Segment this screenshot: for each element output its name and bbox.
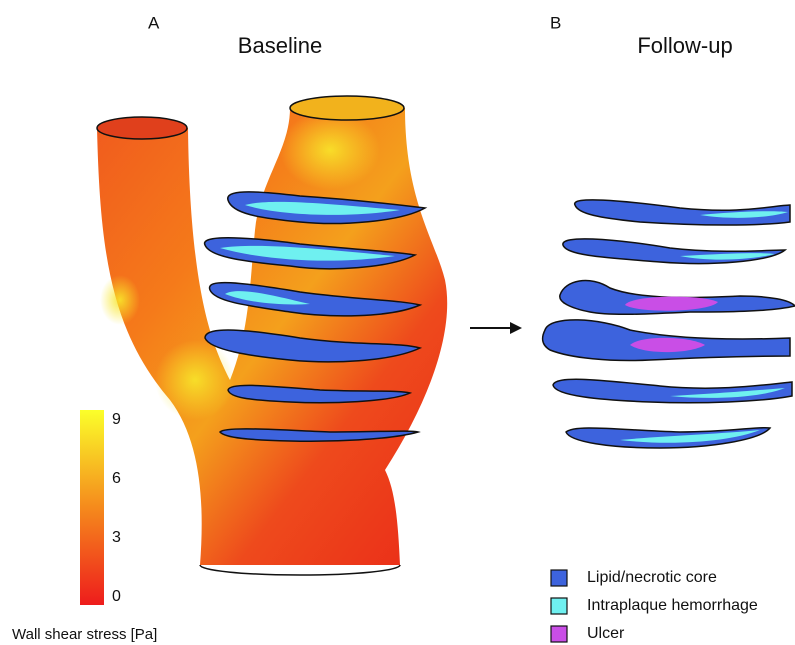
- colorbar-ticks: 0 3 6 9: [112, 411, 121, 605]
- legend-swatch: [551, 598, 567, 614]
- legend: Lipid/necrotic core Intraplaque hemorrhag…: [551, 569, 758, 642]
- panel-letter: A: [148, 13, 160, 32]
- panel-title: Baseline: [238, 33, 322, 58]
- colorbar: [80, 410, 104, 605]
- legend-swatch: [551, 570, 567, 586]
- legend-label: Lipid/necrotic core: [587, 569, 717, 586]
- panel-letter: B: [550, 13, 561, 32]
- legend-label: Ulcer: [587, 625, 625, 642]
- colorbar-tick-label: 0: [112, 588, 121, 605]
- arrowhead: [510, 322, 522, 334]
- colorbar-tick-label: 3: [112, 529, 121, 546]
- figure: A Baseline B Follow-up 0 3 6 9 Wall shear s…: [0, 0, 795, 645]
- legend-label: Intraplaque hemorrhage: [587, 597, 758, 614]
- colorbar-label: Wall shear stress [Pa]: [12, 626, 157, 643]
- followup-slices: [543, 200, 795, 448]
- legend-swatch: [551, 626, 567, 642]
- colorbar-tick-label: 6: [112, 470, 121, 487]
- panel-title: Follow-up: [637, 33, 732, 58]
- colorbar-tick-label: 9: [112, 411, 121, 428]
